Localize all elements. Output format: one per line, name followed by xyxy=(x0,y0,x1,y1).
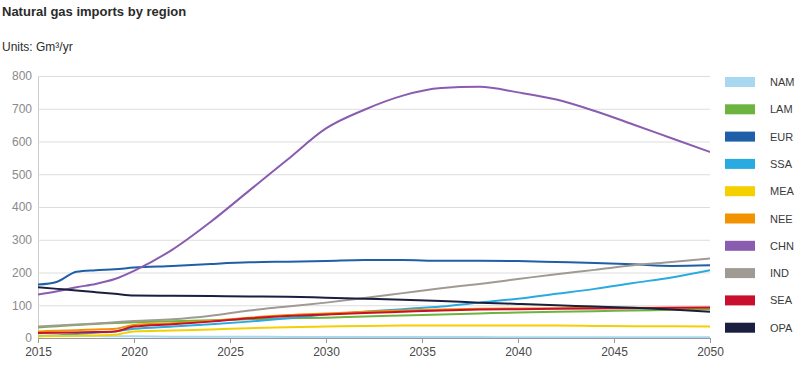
x-tick: 2045 xyxy=(601,338,628,359)
legend-item: SSA xyxy=(725,158,793,170)
y-tick-label: 200 xyxy=(12,266,32,280)
y-tick-label: 800 xyxy=(12,69,32,83)
series-line xyxy=(38,87,710,295)
series-line xyxy=(38,260,710,285)
y-tick: 600 xyxy=(12,135,710,149)
legend-swatch xyxy=(725,104,755,114)
x-tick-mark xyxy=(38,338,39,343)
x-tick-mark xyxy=(518,338,519,343)
legend-label: OPA xyxy=(770,322,793,334)
x-tick-label: 2025 xyxy=(217,345,244,359)
x-tick-mark xyxy=(422,338,423,343)
y-tick: 500 xyxy=(12,168,710,182)
legend-swatch xyxy=(725,241,755,251)
grid-line xyxy=(38,76,710,77)
x-tick-label: 2020 xyxy=(121,345,148,359)
legend-item: CHN xyxy=(725,240,794,252)
grid-line xyxy=(38,207,710,208)
x-tick-mark xyxy=(230,338,231,343)
series-line xyxy=(38,308,710,332)
legend-item: IND xyxy=(725,267,789,279)
x-tick: 2020 xyxy=(121,338,148,359)
x-tick: 2030 xyxy=(313,338,340,359)
x-tick: 2015 xyxy=(25,338,52,359)
series-line xyxy=(38,308,710,334)
x-tick-label: 2015 xyxy=(25,345,52,359)
y-axis: 0 100 200 300 400 500 600 700 800 xyxy=(12,69,710,345)
legend-swatch xyxy=(725,214,755,224)
y-tick: 800 xyxy=(12,69,710,83)
legend-swatch xyxy=(725,295,755,305)
y-tick-label: 700 xyxy=(12,102,32,116)
y-tick-label: 300 xyxy=(12,233,32,247)
legend-item: NAM xyxy=(725,76,794,88)
x-tick-mark xyxy=(326,338,327,343)
title: Natural gas imports by region xyxy=(2,4,186,19)
series-line xyxy=(38,258,710,326)
x-tick: 2035 xyxy=(409,338,436,359)
legend-label: SEA xyxy=(770,294,793,306)
legend-item: MEA xyxy=(725,185,795,197)
grid-line xyxy=(38,240,710,241)
y-tick-label: 100 xyxy=(12,299,32,313)
x-axis: 2015 2020 2025 2030 2035 2040 2045 2050 xyxy=(25,338,724,359)
x-tick-label: 2035 xyxy=(409,345,436,359)
y-tick: 400 xyxy=(12,200,710,214)
x-tick-mark xyxy=(134,338,135,343)
legend-swatch xyxy=(725,77,755,87)
legend-swatch xyxy=(725,132,755,142)
legend-item: EUR xyxy=(725,131,793,143)
legend-item: LAM xyxy=(725,103,793,115)
legend-item: SEA xyxy=(725,294,793,306)
x-tick-label: 2030 xyxy=(313,345,340,359)
legend-label: MEA xyxy=(770,185,795,197)
legend-item: OPA xyxy=(725,322,793,334)
x-tick-label: 2050 xyxy=(697,345,724,359)
x-tick: 2040 xyxy=(505,338,532,359)
legend-label: EUR xyxy=(770,131,793,143)
legend-swatch xyxy=(725,186,755,196)
legend-item: NEE xyxy=(725,213,793,225)
x-tick: 2050 xyxy=(697,338,724,359)
x-tick-label: 2040 xyxy=(505,345,532,359)
legend-label: LAM xyxy=(770,103,793,115)
x-tick-label: 2045 xyxy=(601,345,628,359)
x-tick: 2025 xyxy=(217,338,244,359)
legend-label: SSA xyxy=(770,158,793,170)
y-tick-label: 500 xyxy=(12,168,32,182)
y-tick-label: 600 xyxy=(12,135,32,149)
legend-swatch xyxy=(725,268,755,278)
grid-line xyxy=(38,109,710,110)
y-axis-line xyxy=(39,77,711,339)
x-axis-line xyxy=(39,339,711,344)
x-tick-mark xyxy=(710,338,711,343)
legend-swatch xyxy=(725,159,755,169)
legend: NAM LAM EUR SSA MEA NEE CHN IND SEA OPA xyxy=(725,76,795,334)
y-tick-label: 400 xyxy=(12,200,32,214)
x-tick-mark xyxy=(614,338,615,343)
plot-area: 0 100 200 300 400 500 600 700 800 2015 2020 2025 203… xyxy=(12,69,724,358)
series-line xyxy=(38,270,710,336)
y-tick-label: 0 xyxy=(25,331,32,345)
grid-line xyxy=(38,142,710,143)
legend-swatch xyxy=(725,323,755,333)
legend-label: NEE xyxy=(770,213,793,225)
legend-label: CHN xyxy=(770,240,794,252)
chart: Natural gas imports by region Units: Gm³/… xyxy=(0,0,799,382)
y-tick: 300 xyxy=(12,233,710,247)
grid-line xyxy=(38,273,710,274)
y-tick: 0 xyxy=(25,331,710,345)
series-line xyxy=(38,287,710,312)
series-line xyxy=(38,326,710,337)
legend-label: NAM xyxy=(770,76,794,88)
subtitle: Units: Gm³/yr xyxy=(2,40,73,54)
lines xyxy=(38,87,710,338)
series-line xyxy=(38,335,710,337)
legend-label: IND xyxy=(770,267,789,279)
grid-line xyxy=(38,174,710,175)
